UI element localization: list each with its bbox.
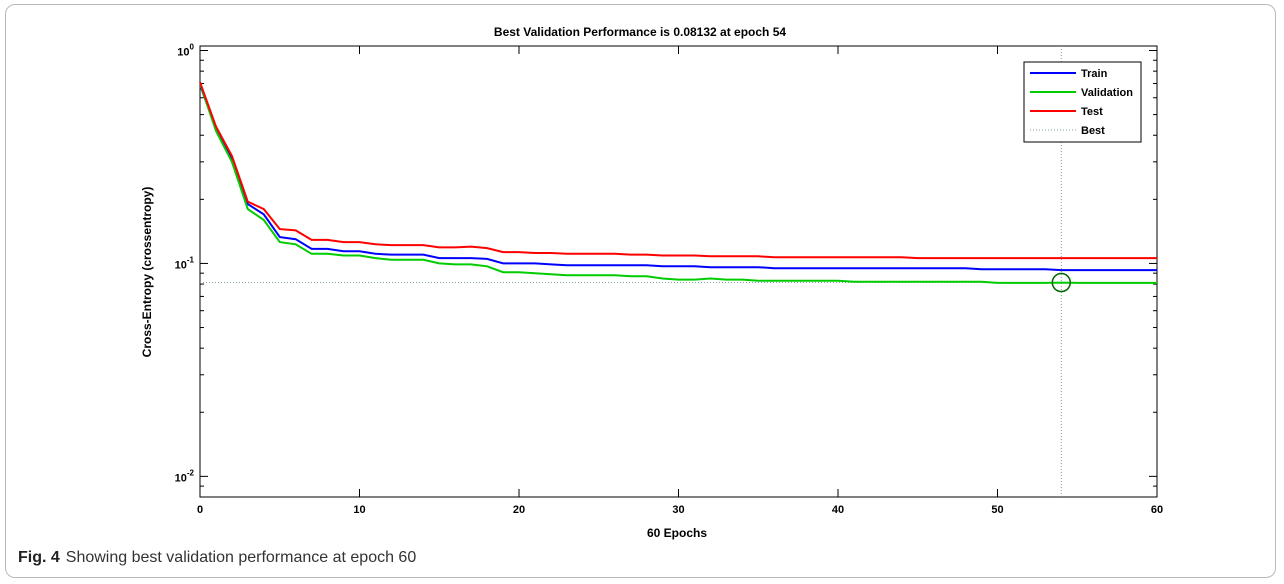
figure-frame [5,4,1276,578]
series-line-train [199,84,1157,272]
legend-label-test: Test [1081,106,1103,118]
series-line-validation [199,83,1157,284]
x-tick-label: 20 [513,504,525,516]
x-tick-label: 10 [353,504,365,516]
chart-title: Best Validation Performance is 0.08132 a… [494,25,786,39]
x-axis-label: 60 Epochs [647,526,707,540]
series-line-test [199,81,1157,260]
legend-label-best: Best [1081,125,1105,137]
legend-label-train: Train [1081,68,1108,80]
y-tick-label: 10-1 [175,255,195,271]
figure-caption-label: Fig. 4 [18,549,60,566]
x-tick-label: 30 [672,504,684,516]
legend-box [1023,61,1142,143]
figure-caption-text: Showing best validation performance at e… [65,549,417,566]
y-tick-label: 100 [177,43,194,59]
x-tick-label: 50 [991,504,1003,516]
performance-chart: Best Validation Performance is 0.08132 a… [140,25,1163,540]
x-tick-label: 0 [197,504,203,516]
best-validation-marker [1051,272,1072,293]
y-axis-label: Cross-Entropy (crossentropy) [140,187,154,358]
figure-caption: Fig. 4 Showing best validation performanc… [18,549,416,567]
legend-label-validation: Validation [1081,87,1133,99]
y-tick-label: 10-2 [175,468,195,484]
x-tick-label: 60 [1151,504,1163,516]
x-tick-label: 40 [832,504,844,516]
plot-area [199,45,1158,498]
